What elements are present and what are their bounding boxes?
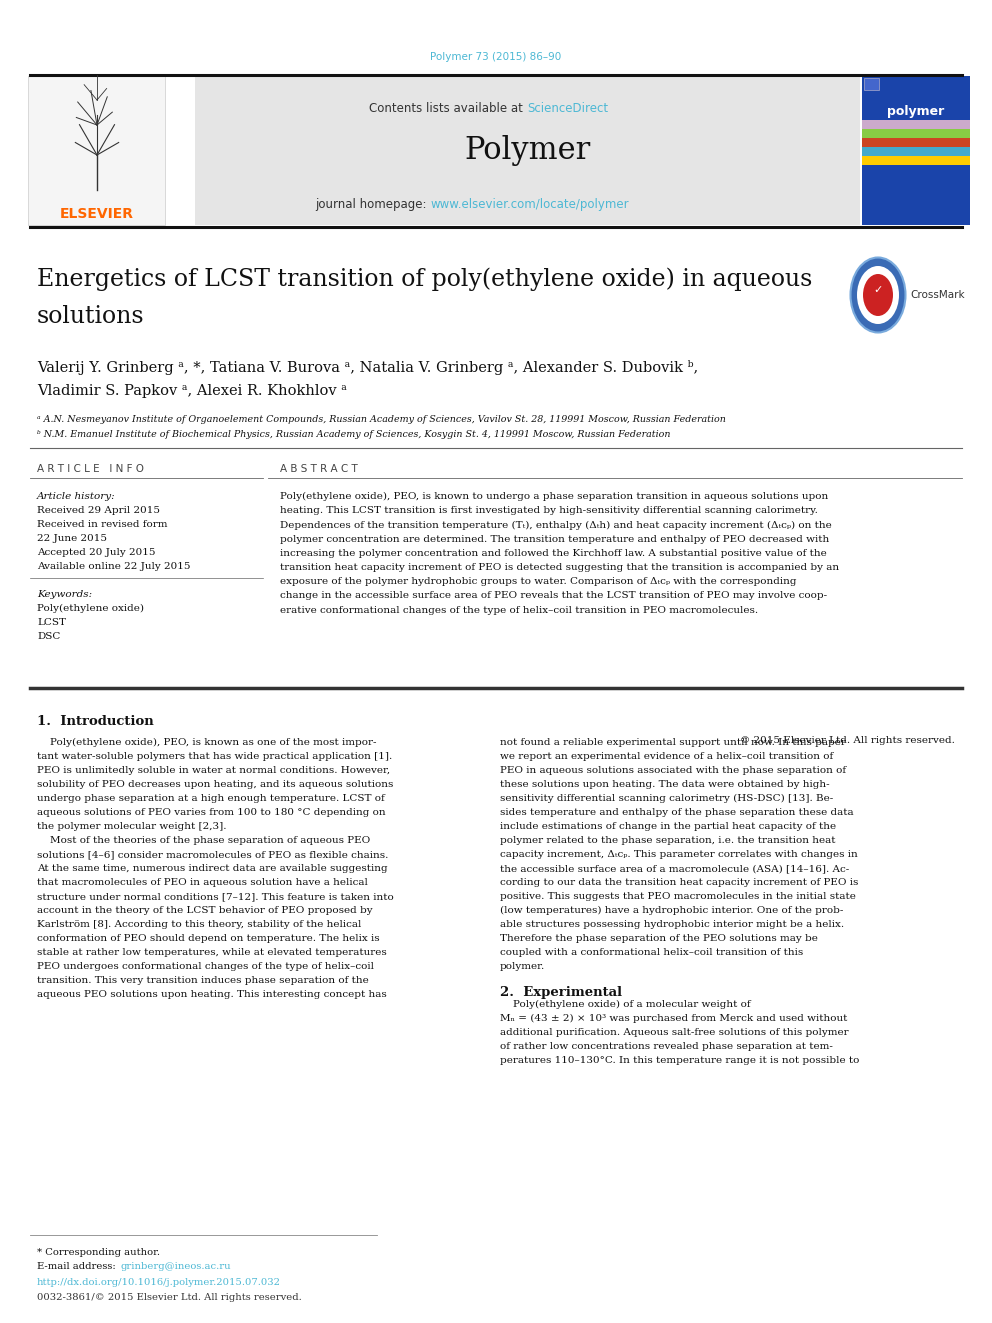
Text: At the same time, numerous indirect data are available suggesting: At the same time, numerous indirect data… [37, 864, 388, 873]
Text: © 2015 Elsevier Ltd. All rights reserved.: © 2015 Elsevier Ltd. All rights reserved… [740, 736, 955, 745]
Text: Vladimir S. Papkov ᵃ, Alexei R. Khokhlov ᵃ: Vladimir S. Papkov ᵃ, Alexei R. Khokhlov… [37, 384, 347, 398]
Text: Keywords:: Keywords: [37, 590, 92, 599]
Text: tant water-soluble polymers that has wide practical application [1].: tant water-soluble polymers that has wid… [37, 751, 392, 761]
FancyBboxPatch shape [195, 75, 860, 225]
Text: peratures 110–130°C. In this temperature range it is not possible to: peratures 110–130°C. In this temperature… [500, 1056, 859, 1065]
Text: increasing the polymer concentration and followed the Kirchhoff law. A substanti: increasing the polymer concentration and… [280, 549, 826, 558]
Text: conformation of PEO should depend on temperature. The helix is: conformation of PEO should depend on tem… [37, 934, 380, 943]
Text: ᵃ A.N. Nesmeyanov Institute of Organoelement Compounds, Russian Academy of Scien: ᵃ A.N. Nesmeyanov Institute of Organoele… [37, 415, 726, 423]
Text: transition heat capacity increment of PEO is detected suggesting that the transi: transition heat capacity increment of PE… [280, 564, 839, 572]
FancyBboxPatch shape [862, 75, 970, 225]
Text: not found a reliable experimental support until now. In this paper: not found a reliable experimental suppor… [500, 738, 846, 747]
Text: include estimations of change in the partial heat capacity of the: include estimations of change in the par… [500, 822, 836, 831]
Text: Poly(ethylene oxide), PEO, is known as one of the most impor-: Poly(ethylene oxide), PEO, is known as o… [37, 738, 377, 747]
Text: Received 29 April 2015: Received 29 April 2015 [37, 505, 160, 515]
Text: polymer related to the phase separation, i.e. the transition heat: polymer related to the phase separation,… [500, 836, 835, 845]
Text: CrossMark: CrossMark [910, 290, 964, 300]
Text: exposure of the polymer hydrophobic groups to water. Comparison of Δₜcₚ with the: exposure of the polymer hydrophobic grou… [280, 577, 797, 586]
Text: transition. This very transition induces phase separation of the: transition. This very transition induces… [37, 976, 369, 986]
Text: Valerij Y. Grinberg ᵃ, *, Tatiana V. Burova ᵃ, Natalia V. Grinberg ᵃ, Alexander : Valerij Y. Grinberg ᵃ, *, Tatiana V. Bur… [37, 360, 698, 374]
Text: Contents lists available at: Contents lists available at [369, 102, 527, 115]
FancyBboxPatch shape [862, 120, 970, 130]
Text: www.elsevier.com/locate/polymer: www.elsevier.com/locate/polymer [430, 198, 629, 210]
Text: undergo phase separation at a high enough temperature. LCST of: undergo phase separation at a high enoug… [37, 794, 385, 803]
Text: Most of the theories of the phase separation of aqueous PEO: Most of the theories of the phase separa… [37, 836, 370, 845]
Ellipse shape [850, 258, 906, 332]
Text: Polymer 73 (2015) 86–90: Polymer 73 (2015) 86–90 [431, 52, 561, 62]
Text: Polymer: Polymer [464, 135, 590, 165]
Text: heating. This LCST transition is first investigated by high-sensitivity differen: heating. This LCST transition is first i… [280, 507, 817, 515]
Text: the accessible surface area of a macromolecule (ASA) [14–16]. Ac-: the accessible surface area of a macromo… [500, 864, 849, 873]
Text: 0032-3861/© 2015 Elsevier Ltd. All rights reserved.: 0032-3861/© 2015 Elsevier Ltd. All right… [37, 1293, 302, 1302]
Text: aqueous solutions of PEO varies from 100 to 180 °C depending on: aqueous solutions of PEO varies from 100… [37, 808, 386, 818]
FancyBboxPatch shape [862, 130, 970, 138]
Text: solutions: solutions [37, 306, 145, 328]
Text: Received in revised form: Received in revised form [37, 520, 168, 529]
Text: these solutions upon heating. The data were obtained by high-: these solutions upon heating. The data w… [500, 781, 829, 789]
FancyBboxPatch shape [862, 138, 970, 147]
Text: solubility of PEO decreases upon heating, and its aqueous solutions: solubility of PEO decreases upon heating… [37, 781, 394, 789]
Text: Poly(ethylene oxide) of a molecular weight of: Poly(ethylene oxide) of a molecular weig… [500, 1000, 751, 1009]
Text: coupled with a conformational helix–coil transition of this: coupled with a conformational helix–coil… [500, 949, 804, 957]
Text: ELSEVIER: ELSEVIER [60, 206, 134, 221]
Text: A B S T R A C T: A B S T R A C T [280, 464, 358, 474]
Text: http://dx.doi.org/10.1016/j.polymer.2015.07.032: http://dx.doi.org/10.1016/j.polymer.2015… [37, 1278, 281, 1287]
Text: stable at rather low temperatures, while at elevated temperatures: stable at rather low temperatures, while… [37, 949, 387, 957]
Text: Available online 22 July 2015: Available online 22 July 2015 [37, 562, 190, 572]
Text: cording to our data the transition heat capacity increment of PEO is: cording to our data the transition heat … [500, 878, 858, 886]
Text: erative conformational changes of the type of helix–coil transition in PEO macro: erative conformational changes of the ty… [280, 606, 758, 615]
Text: grinberg@ineos.ac.ru: grinberg@ineos.ac.ru [120, 1262, 230, 1271]
Text: account in the theory of the LCST behavior of PEO proposed by: account in the theory of the LCST behavi… [37, 906, 373, 916]
Text: 1.  Introduction: 1. Introduction [37, 714, 154, 728]
Text: we report an experimental evidence of a helix–coil transition of: we report an experimental evidence of a … [500, 751, 833, 761]
Text: ✓: ✓ [873, 284, 883, 295]
Text: Article history:: Article history: [37, 492, 116, 501]
Text: positive. This suggests that PEO macromolecules in the initial state: positive. This suggests that PEO macromo… [500, 892, 856, 901]
Text: ScienceDirect: ScienceDirect [527, 102, 608, 115]
Text: PEO in aqueous solutions associated with the phase separation of: PEO in aqueous solutions associated with… [500, 766, 846, 775]
Text: solutions [4–6] consider macromolecules of PEO as flexible chains.: solutions [4–6] consider macromolecules … [37, 849, 389, 859]
Text: A R T I C L E   I N F O: A R T I C L E I N F O [37, 464, 144, 474]
Text: structure under normal conditions [7–12]. This feature is taken into: structure under normal conditions [7–12]… [37, 892, 394, 901]
Text: polymer concentration are determined. The transition temperature and enthalpy of: polymer concentration are determined. Th… [280, 534, 829, 544]
Text: polymer: polymer [888, 105, 944, 118]
Text: additional purification. Aqueous salt-free solutions of this polymer: additional purification. Aqueous salt-fr… [500, 1028, 848, 1037]
Text: aqueous PEO solutions upon heating. This interesting concept has: aqueous PEO solutions upon heating. This… [37, 990, 387, 999]
FancyBboxPatch shape [862, 156, 970, 165]
FancyBboxPatch shape [864, 78, 879, 90]
FancyBboxPatch shape [862, 147, 970, 156]
Text: Karlström [8]. According to this theory, stability of the helical: Karlström [8]. According to this theory,… [37, 919, 361, 929]
Text: ᵇ N.M. Emanuel Institute of Biochemical Physics, Russian Academy of Sciences, Ko: ᵇ N.M. Emanuel Institute of Biochemical … [37, 430, 671, 439]
Text: Mₙ = (43 ± 2) × 10³ was purchased from Merck and used without: Mₙ = (43 ± 2) × 10³ was purchased from M… [500, 1013, 847, 1023]
Ellipse shape [863, 274, 893, 316]
Text: E-mail address:: E-mail address: [37, 1262, 119, 1271]
FancyBboxPatch shape [28, 75, 165, 225]
Text: the polymer molecular weight [2,3].: the polymer molecular weight [2,3]. [37, 822, 226, 831]
Text: * Corresponding author.: * Corresponding author. [37, 1248, 160, 1257]
Text: Poly(ethylene oxide), PEO, is known to undergo a phase separation transition in : Poly(ethylene oxide), PEO, is known to u… [280, 492, 828, 501]
Text: PEO is unlimitedly soluble in water at normal conditions. However,: PEO is unlimitedly soluble in water at n… [37, 766, 390, 775]
Text: Dependences of the transition temperature (Tₜ), enthalpy (Δₜh) and heat capacity: Dependences of the transition temperatur… [280, 520, 831, 529]
Text: sensitivity differential scanning calorimetry (HS-DSC) [13]. Be-: sensitivity differential scanning calori… [500, 794, 833, 803]
Text: polymer.: polymer. [500, 962, 546, 971]
Text: journal homepage:: journal homepage: [314, 198, 430, 210]
Text: that macromolecules of PEO in aqueous solution have a helical: that macromolecules of PEO in aqueous so… [37, 878, 368, 886]
Text: Poly(ethylene oxide): Poly(ethylene oxide) [37, 605, 144, 613]
Text: 22 June 2015: 22 June 2015 [37, 534, 107, 542]
Text: Therefore the phase separation of the PEO solutions may be: Therefore the phase separation of the PE… [500, 934, 817, 943]
Text: able structures possessing hydrophobic interior might be a helix.: able structures possessing hydrophobic i… [500, 919, 844, 929]
Text: (low temperatures) have a hydrophobic interior. One of the prob-: (low temperatures) have a hydrophobic in… [500, 906, 843, 916]
Text: PEO undergoes conformational changes of the type of helix–coil: PEO undergoes conformational changes of … [37, 962, 374, 971]
Text: DSC: DSC [37, 632, 61, 642]
Text: sides temperature and enthalpy of the phase separation these data: sides temperature and enthalpy of the ph… [500, 808, 854, 818]
Ellipse shape [857, 266, 899, 324]
Text: of rather low concentrations revealed phase separation at tem-: of rather low concentrations revealed ph… [500, 1043, 833, 1050]
Text: change in the accessible surface area of PEO reveals that the LCST transition of: change in the accessible surface area of… [280, 591, 827, 601]
Text: capacity increment, Δₜcₚ. This parameter correlates with changes in: capacity increment, Δₜcₚ. This parameter… [500, 849, 858, 859]
Text: Accepted 20 July 2015: Accepted 20 July 2015 [37, 548, 156, 557]
Text: LCST: LCST [37, 618, 66, 627]
Text: 2.  Experimental: 2. Experimental [500, 986, 622, 999]
Text: Energetics of LCST transition of poly(ethylene oxide) in aqueous: Energetics of LCST transition of poly(et… [37, 267, 812, 291]
